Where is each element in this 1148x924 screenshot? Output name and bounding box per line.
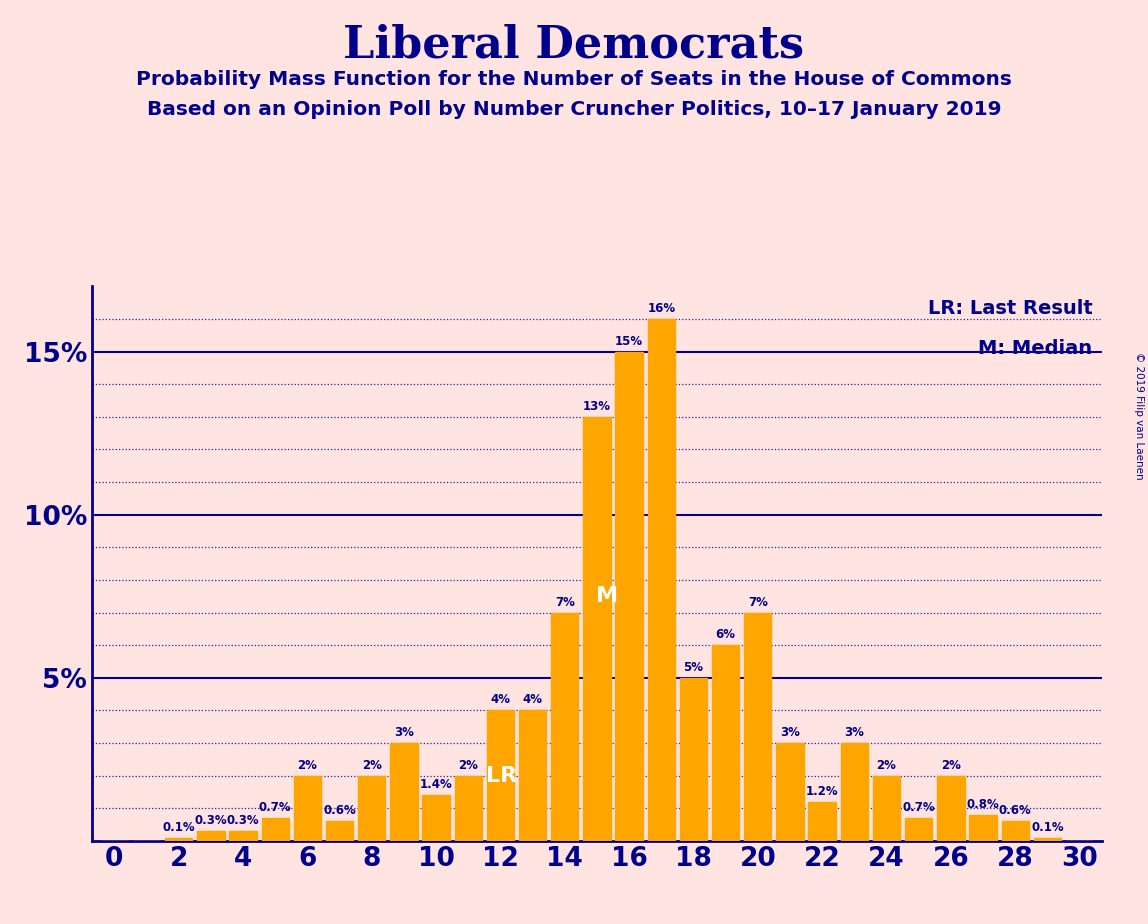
Text: 0.1%: 0.1%	[1031, 821, 1064, 833]
Text: 0.3%: 0.3%	[194, 814, 227, 827]
Text: 2%: 2%	[458, 759, 479, 772]
Text: 0.3%: 0.3%	[227, 814, 259, 827]
Text: Liberal Democrats: Liberal Democrats	[343, 23, 805, 67]
Text: 0.6%: 0.6%	[324, 805, 356, 818]
Text: 16%: 16%	[647, 302, 675, 315]
Bar	[840, 743, 868, 841]
Text: 0.8%: 0.8%	[967, 797, 1000, 811]
Text: 1.2%: 1.2%	[806, 784, 838, 797]
Text: 0.7%: 0.7%	[902, 801, 934, 814]
Text: LR: Last Result: LR: Last Result	[928, 299, 1093, 319]
Text: M: Median: M: Median	[978, 338, 1093, 358]
Text: 2%: 2%	[362, 759, 381, 772]
Text: 2%: 2%	[941, 759, 961, 772]
Bar	[551, 613, 579, 841]
Bar	[165, 837, 193, 841]
Text: 4%: 4%	[490, 694, 511, 707]
Text: M: M	[596, 586, 618, 606]
Bar	[872, 775, 900, 841]
Text: 13%: 13%	[583, 400, 611, 413]
Bar	[197, 831, 225, 841]
Bar	[262, 818, 289, 841]
Bar	[744, 613, 771, 841]
Bar	[294, 775, 321, 841]
Text: 2%: 2%	[297, 759, 317, 772]
Bar	[487, 711, 514, 841]
Bar	[326, 821, 354, 841]
Text: 0.1%: 0.1%	[162, 821, 195, 833]
Bar	[680, 678, 707, 841]
Bar	[583, 417, 611, 841]
Text: 7%: 7%	[554, 596, 575, 609]
Text: 0.7%: 0.7%	[259, 801, 292, 814]
Bar	[455, 775, 482, 841]
Text: 3%: 3%	[845, 726, 864, 739]
Text: 1.4%: 1.4%	[420, 778, 452, 791]
Bar	[519, 711, 546, 841]
Text: 7%: 7%	[747, 596, 768, 609]
Text: 5%: 5%	[683, 661, 704, 674]
Bar	[390, 743, 418, 841]
Text: © 2019 Filip van Laenen: © 2019 Filip van Laenen	[1134, 352, 1143, 480]
Bar	[776, 743, 804, 841]
Bar	[969, 815, 996, 841]
Bar	[230, 831, 257, 841]
Text: 2%: 2%	[877, 759, 897, 772]
Bar	[712, 645, 739, 841]
Text: 4%: 4%	[522, 694, 543, 707]
Bar	[937, 775, 964, 841]
Bar	[647, 319, 675, 841]
Text: 0.6%: 0.6%	[999, 805, 1032, 818]
Bar	[615, 352, 643, 841]
Bar	[905, 818, 932, 841]
Bar	[1001, 821, 1029, 841]
Bar	[1033, 837, 1061, 841]
Text: Based on an Opinion Poll by Number Cruncher Politics, 10–17 January 2019: Based on an Opinion Poll by Number Crunc…	[147, 100, 1001, 119]
Bar	[422, 796, 450, 841]
Text: LR: LR	[487, 766, 518, 785]
Text: Probability Mass Function for the Number of Seats in the House of Commons: Probability Mass Function for the Number…	[137, 70, 1011, 90]
Text: 3%: 3%	[394, 726, 414, 739]
Text: 6%: 6%	[715, 628, 736, 641]
Text: 15%: 15%	[615, 334, 643, 347]
Text: 3%: 3%	[779, 726, 800, 739]
Bar	[808, 802, 836, 841]
Bar	[358, 775, 386, 841]
